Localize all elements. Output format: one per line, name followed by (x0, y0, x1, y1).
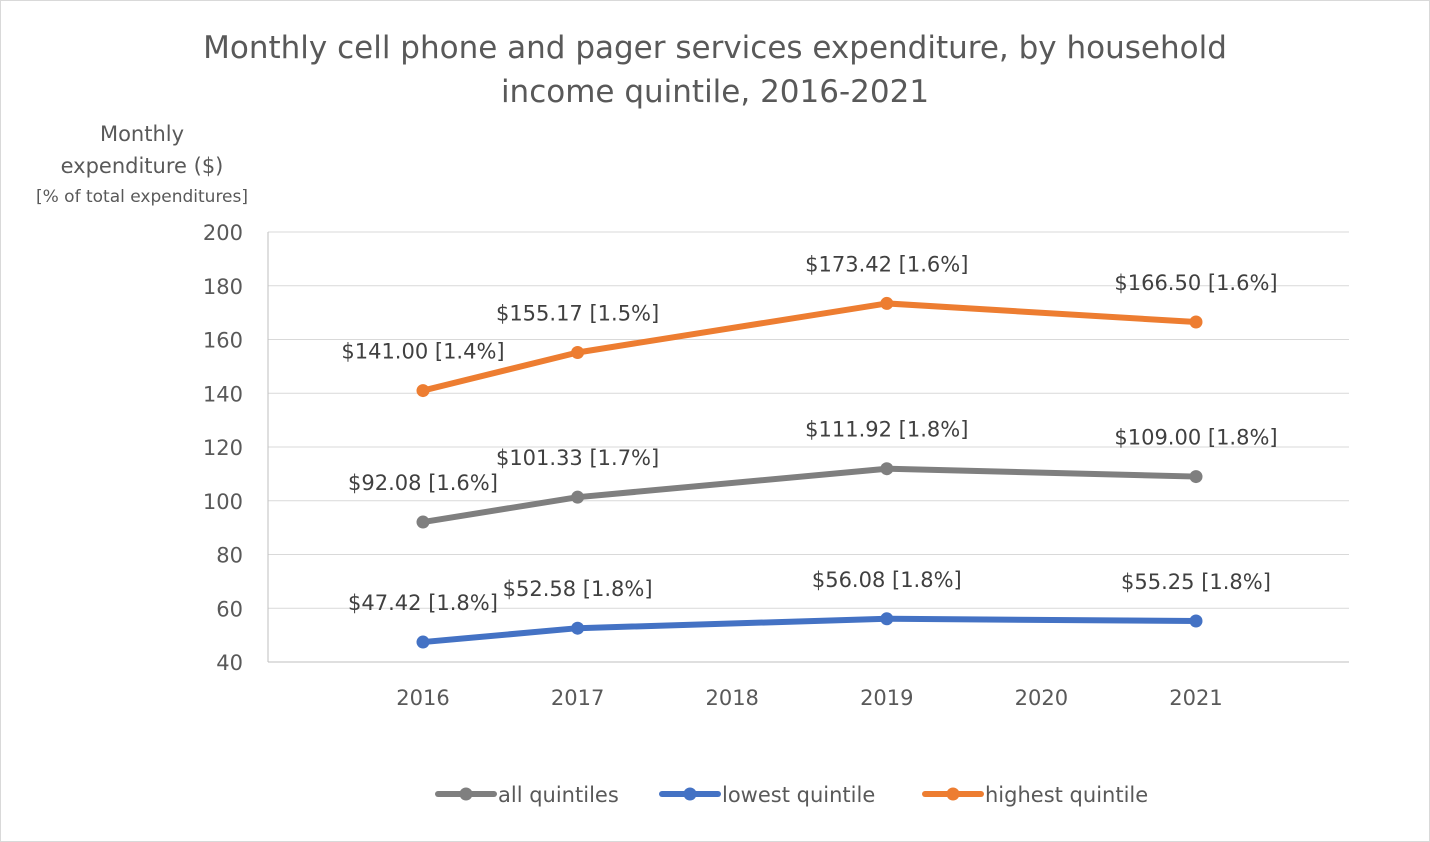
data-label-all-quintiles: $111.92 [1.8%] (805, 418, 968, 442)
data-label-lowest-quintile: $56.08 [1.8%] (812, 568, 962, 592)
data-label-lowest-quintile: $55.25 [1.8%] (1121, 570, 1271, 594)
x-tick-label: 2020 (1015, 686, 1068, 710)
legend-marker-all-quintiles (459, 787, 473, 801)
data-point-lowest-quintile (416, 635, 430, 649)
y-axis-title-line-3: [% of total expenditures] (35, 187, 249, 207)
gridlines (268, 231, 1349, 663)
y-tick-label: 100 (203, 490, 243, 514)
legend-label-lowest-quintile: lowest quintile (722, 783, 875, 807)
legend-marker-lowest-quintile (683, 787, 697, 801)
data-point-highest-quintile (880, 296, 894, 310)
data-point-all-quintiles (880, 462, 894, 476)
axes: 40 60 80 100 120 140 160 180 200 2016 2017 2018 2019… (203, 221, 1223, 710)
data-label-all-quintiles: $101.33 [1.7%] (496, 446, 659, 470)
y-tick-label: 80 (216, 544, 243, 568)
data-point-highest-quintile (571, 345, 585, 359)
y-tick-label: 60 (216, 597, 243, 621)
data-label-highest-quintile: $173.42 [1.6%] (805, 252, 968, 276)
chart-title-line-1: Monthly cell phone and pager services ex… (203, 30, 1227, 66)
data-label-lowest-quintile: $52.58 [1.8%] (503, 577, 653, 601)
data-point-highest-quintile (1189, 315, 1203, 329)
data-label-highest-quintile: $155.17 [1.5%] (496, 301, 659, 325)
data-point-lowest-quintile (571, 621, 585, 635)
y-tick-label: 160 (203, 329, 243, 353)
y-tick-label: 40 (216, 651, 243, 675)
x-tick-label: 2016 (396, 686, 449, 710)
y-axis-title-line-2: expenditure ($) (60, 154, 224, 178)
y-tick-label: 120 (203, 436, 243, 460)
chart-title: Monthly cell phone and pager services ex… (0, 26, 1430, 114)
data-label-highest-quintile: $166.50 [1.6%] (1114, 271, 1277, 295)
data-label-all-quintiles: $109.00 [1.8%] (1114, 426, 1277, 450)
x-tick-label: 2018 (705, 686, 758, 710)
y-tick-label: 140 (203, 382, 243, 406)
y-axis-title: Monthly expenditure ($) [% of total expe… (0, 118, 284, 212)
legend: all quintiles lowest quintile highest quin… (435, 783, 1148, 807)
y-tick-label: 180 (203, 275, 243, 299)
series-line-all-quintiles (420, 465, 1199, 526)
series-line-lowest-quintile (420, 615, 1199, 646)
x-tick-label: 2019 (860, 686, 913, 710)
series-line-highest-quintile (420, 300, 1199, 394)
series-group (416, 296, 1203, 649)
legend-label-highest-quintile: highest quintile (985, 783, 1148, 807)
y-tick-label: 200 (203, 221, 243, 245)
data-point-highest-quintile (416, 384, 430, 398)
data-labels: $92.08 [1.6%]$101.33 [1.7%] $111.92 [1.8%… (341, 252, 1277, 615)
x-tick-label: 2017 (551, 686, 604, 710)
data-point-lowest-quintile (1189, 614, 1203, 628)
data-point-all-quintiles (416, 515, 430, 529)
data-point-all-quintiles (571, 490, 585, 504)
legend-label-all-quintiles: all quintiles (498, 783, 619, 807)
data-label-all-quintiles: $92.08 [1.6%] (348, 471, 498, 495)
data-point-lowest-quintile (880, 612, 894, 626)
data-label-highest-quintile: $141.00 [1.4%] (341, 340, 504, 364)
chart-title-line-2: income quintile, 2016-2021 (500, 74, 930, 110)
legend-marker-highest-quintile (946, 787, 960, 801)
data-label-lowest-quintile: $47.42 [1.8%] (348, 591, 498, 615)
data-point-all-quintiles (1189, 470, 1203, 484)
x-tick-label: 2021 (1169, 686, 1222, 710)
y-axis-title-line-1: Monthly (99, 122, 185, 146)
